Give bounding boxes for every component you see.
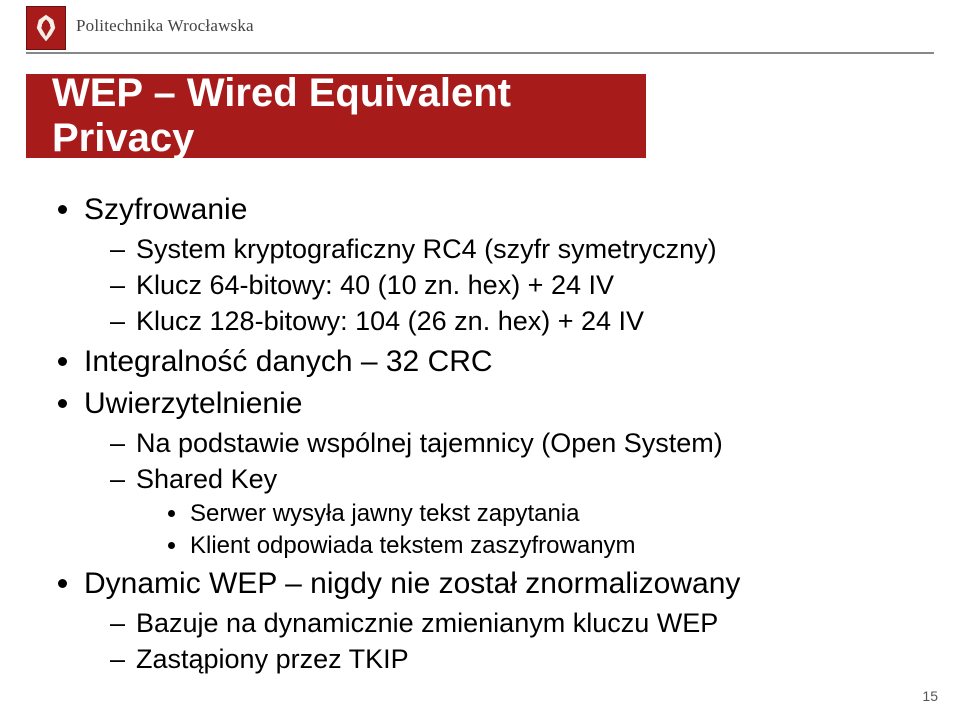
list-item-label: Uwierzytelnienie [84,387,302,420]
slide-title: WEP – Wired Equivalent Privacy [52,71,646,161]
list-item: System kryptograficzny RC4 (szyfr symetr… [106,231,914,267]
list-item-label: System kryptograficzny RC4 (szyfr symetr… [136,234,717,264]
list-item-label: Serwer wysyła jawny tekst zapytania [190,500,579,527]
list-item-label: Dynamic WEP – nigdy nie został znormaliz… [84,567,740,600]
header-divider [26,52,934,54]
eagle-icon [33,13,59,43]
list-item: Bazuje na dynamicznie zmienianym kluczu … [106,605,914,641]
list-item-label: Bazuje na dynamicznie zmienianym kluczu … [136,608,718,638]
list-item: Klucz 128-bitowy: 104 (26 zn. hex) + 24 … [106,303,914,339]
list-item-label: Shared Key [136,464,277,494]
list-item: Serwer wysyła jawny tekst zapytania [164,498,914,530]
page-number: 15 [922,688,938,704]
list-item: Na podstawie wspólnej tajemnicy (Open Sy… [106,425,914,461]
list-item: Dynamic WEP – nigdy nie został znormaliz… [54,564,914,677]
list-item-label: Szyfrowanie [84,193,247,226]
list-item-label: Klient odpowiada tekstem zaszyfrowanym [190,532,636,559]
list-item-label: Na podstawie wspólnej tajemnicy (Open Sy… [136,428,723,458]
list-item: Uwierzytelnienie Na podstawie wspólnej t… [54,384,914,562]
list-item: Klient odpowiada tekstem zaszyfrowanym [164,530,914,562]
university-name: Politechnika Wrocławska [76,16,254,36]
list-item-label: Integralność danych – 32 CRC [84,345,493,378]
university-logo [26,6,66,50]
list-item: Zastąpiony przez TKIP [106,641,914,677]
list-item-label: Klucz 128-bitowy: 104 (26 zn. hex) + 24 … [136,306,644,336]
list-item: Klucz 64-bitowy: 40 (10 zn. hex) + 24 IV [106,267,914,303]
list-item-label: Zastąpiony przez TKIP [136,644,409,674]
list-item-label: Klucz 64-bitowy: 40 (10 zn. hex) + 24 IV [136,270,614,300]
list-item: Szyfrowanie System kryptograficzny RC4 (… [54,190,914,340]
slide-header: Politechnika Wrocławska [0,0,960,52]
list-item: Integralność danych – 32 CRC [54,342,914,383]
slide-content: Szyfrowanie System kryptograficzny RC4 (… [54,190,914,680]
list-item: Shared Key Serwer wysyła jawny tekst zap… [106,461,914,562]
slide-title-band: WEP – Wired Equivalent Privacy [26,74,646,158]
